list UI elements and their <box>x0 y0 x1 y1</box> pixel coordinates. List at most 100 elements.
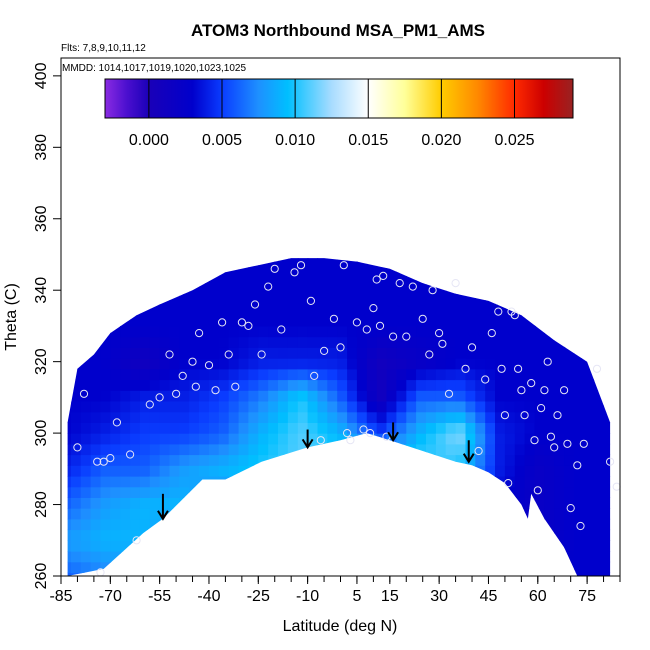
heat-cell <box>613 422 624 433</box>
heat-cell <box>209 315 220 327</box>
heat-cell <box>258 347 269 359</box>
heat-cell <box>406 454 417 466</box>
sample-point <box>165 350 174 359</box>
heat-cell <box>534 368 545 381</box>
heat-cell <box>218 518 230 531</box>
heat-cell <box>327 572 338 576</box>
heat-cell <box>574 422 585 434</box>
heat-cell <box>209 454 220 466</box>
heat-cell <box>366 486 378 498</box>
heat-cell <box>347 390 358 402</box>
heat-cell <box>514 325 526 338</box>
heat-cell <box>514 497 526 509</box>
heat-cell <box>376 368 388 381</box>
sample-point <box>504 479 513 488</box>
heat-cell <box>544 540 555 552</box>
heat-cell <box>386 422 397 434</box>
heat-cell <box>406 572 417 576</box>
heat-cell <box>544 390 555 402</box>
heat-cell <box>396 240 407 251</box>
heat-cell <box>80 347 92 359</box>
heat-cell <box>228 304 240 316</box>
heat-cell <box>110 529 121 541</box>
heat-cell <box>603 508 611 520</box>
heat-cell <box>524 258 536 263</box>
heat-cell <box>445 315 457 327</box>
heat-cell <box>445 347 457 359</box>
heat-cell <box>130 240 141 251</box>
heat-cell <box>426 336 437 348</box>
x-tick-label: 15 <box>381 588 399 605</box>
heat-cell <box>367 240 378 251</box>
heat-cell <box>67 368 72 381</box>
heat-cell <box>189 572 200 576</box>
heat-cell <box>268 422 279 434</box>
heat-cell <box>445 518 457 531</box>
heat-cell <box>80 561 92 573</box>
heat-cell <box>248 258 259 263</box>
heat-cell <box>258 422 269 434</box>
heat-cell <box>534 508 545 520</box>
x-tick-label: -40 <box>197 588 220 605</box>
heat-cell <box>90 315 102 327</box>
heat-cell <box>455 476 467 488</box>
heat-cell <box>386 518 397 531</box>
heat-cell <box>485 379 496 391</box>
heat-cell <box>169 272 180 284</box>
heat-cell <box>515 240 526 251</box>
heat-cell <box>593 443 605 456</box>
heat-cell <box>278 336 289 348</box>
heat-cell <box>613 412 624 423</box>
heat-cell <box>356 433 368 445</box>
heat-cell <box>258 272 269 284</box>
heat-cell <box>603 272 611 284</box>
heat-cell <box>179 293 190 306</box>
heat-cell <box>189 433 200 445</box>
heat-cell <box>495 379 506 391</box>
heat-cell <box>258 325 269 338</box>
heat-cell <box>90 422 102 434</box>
heat-cell <box>356 486 368 498</box>
heat-cell <box>100 465 111 477</box>
heat-cell <box>485 283 496 295</box>
heat-cell <box>416 422 427 434</box>
heat-cell <box>396 304 407 316</box>
heat-cell <box>544 258 555 263</box>
heat-cell <box>67 422 72 434</box>
heat-cell <box>583 572 595 576</box>
heat-cell <box>179 390 190 402</box>
heat-cell <box>356 368 368 381</box>
heat-cell <box>67 518 72 531</box>
heat-cell <box>445 465 457 477</box>
heat-cell <box>356 422 368 434</box>
heat-cell <box>534 411 545 423</box>
heat-cell <box>228 551 240 563</box>
heat-cell <box>278 497 289 509</box>
heat-cell <box>67 454 72 466</box>
heat-cell <box>435 283 447 295</box>
heat-cell <box>465 443 476 456</box>
heat-cell <box>366 336 378 348</box>
heat-cell <box>386 358 397 370</box>
heat-cell <box>386 476 397 488</box>
colorbar-tick-label: 0.010 <box>275 132 315 149</box>
sample-point <box>467 343 477 352</box>
heat-cell <box>554 261 565 273</box>
heat-cell <box>416 497 427 509</box>
heat-cell <box>485 476 496 488</box>
heat-cell <box>268 529 279 541</box>
heat-cell <box>337 540 348 552</box>
heat-cell <box>376 258 388 263</box>
heat-cell <box>139 368 151 381</box>
heat-cell <box>307 433 319 445</box>
heat-cell <box>268 454 279 466</box>
heat-cell <box>495 454 506 466</box>
heat-cell <box>189 336 200 348</box>
heat-cell <box>307 572 319 576</box>
heat-cell <box>268 572 279 576</box>
heat-cell <box>179 508 190 520</box>
heat-cell <box>120 572 131 576</box>
heat-cell <box>238 347 250 359</box>
heat-cell <box>120 325 131 338</box>
heat-cell <box>544 261 555 273</box>
